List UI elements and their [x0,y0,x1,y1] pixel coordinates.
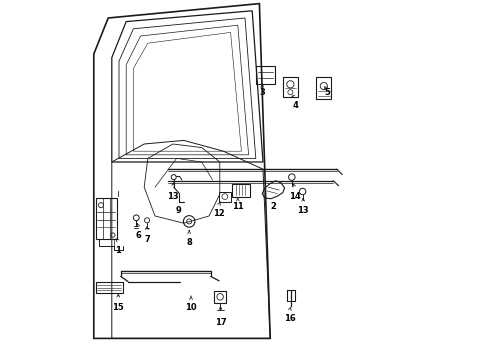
Text: 1: 1 [115,246,121,255]
Text: 8: 8 [186,238,192,247]
Text: 5: 5 [324,88,330,97]
Text: 3: 3 [259,88,265,97]
Text: 12: 12 [213,209,225,218]
Text: 10: 10 [185,303,197,312]
Text: 6: 6 [136,231,142,240]
Text: 15: 15 [112,303,124,312]
Text: 13: 13 [167,192,179,201]
Text: 7: 7 [144,235,150,244]
Text: 4: 4 [293,101,298,110]
Text: 14: 14 [289,192,300,201]
Text: 16: 16 [284,314,296,323]
Text: 9: 9 [175,206,181,215]
Text: 11: 11 [232,202,244,211]
Text: 17: 17 [215,318,226,327]
Text: 13: 13 [297,206,309,215]
Text: 2: 2 [270,202,276,211]
